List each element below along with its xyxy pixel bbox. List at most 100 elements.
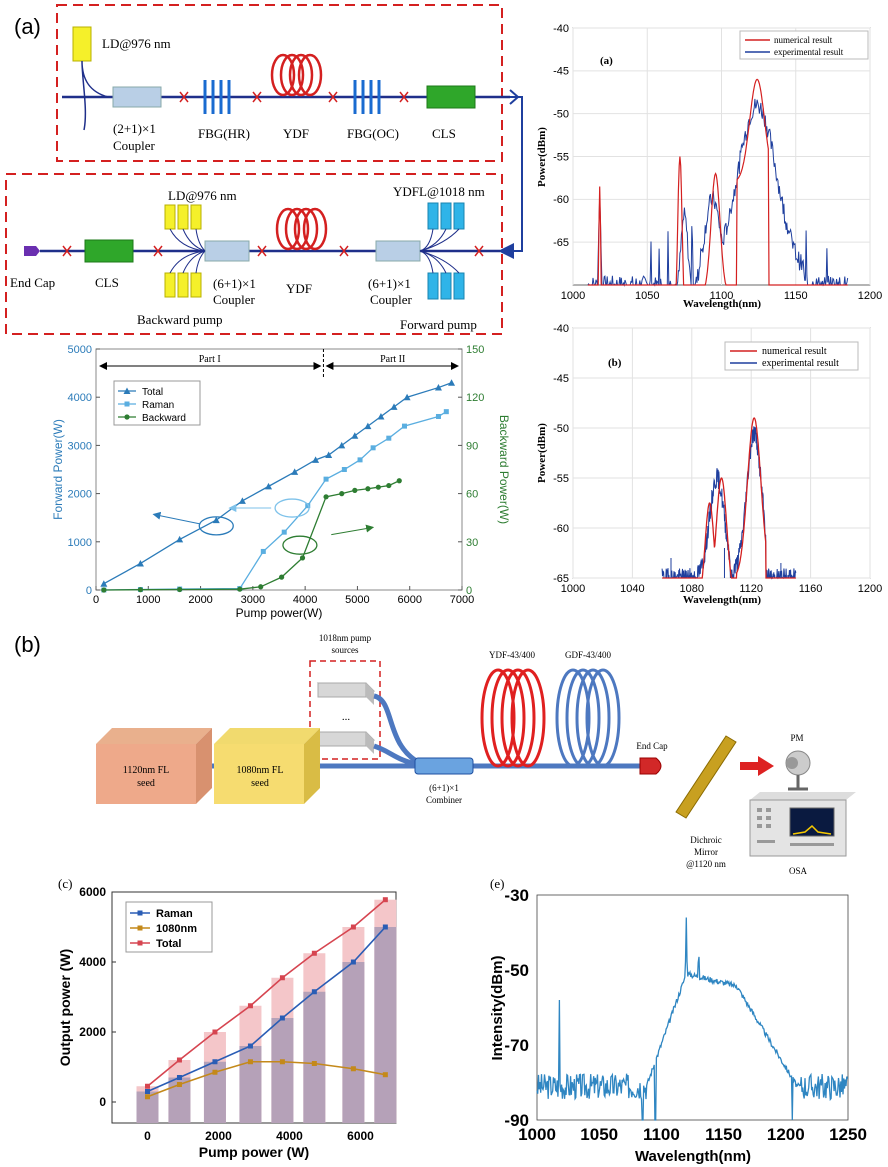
x-tick-label: 1000 bbox=[518, 1125, 556, 1144]
x-tick-label: 1150 bbox=[705, 1125, 742, 1144]
x-tick-label: 1100 bbox=[643, 1125, 680, 1144]
legend-marker bbox=[137, 910, 143, 916]
y-tick-label: 2000 bbox=[79, 1025, 106, 1039]
y-tick-label: -65 bbox=[553, 237, 569, 249]
x-tick-label: 1050 bbox=[580, 1125, 618, 1144]
x-tick-label: 1000 bbox=[136, 594, 160, 606]
data-point bbox=[212, 1069, 218, 1075]
data-point bbox=[145, 1083, 150, 1089]
gdf-b-label: GDF-43/400 bbox=[565, 650, 612, 660]
data-point bbox=[279, 1015, 285, 1021]
y-tick-label: -70 bbox=[504, 1036, 529, 1055]
ydf-b-label: YDF-43/400 bbox=[489, 650, 536, 660]
data-point bbox=[279, 975, 285, 981]
y-tick-label: -45 bbox=[553, 66, 569, 78]
series-line-experimental bbox=[587, 98, 849, 287]
power-chart: 0 1000 2000 3000 4000 5000 6000 700001000200030… bbox=[51, 344, 511, 620]
data-point-backward bbox=[299, 555, 306, 561]
x-tick-label: 1200 bbox=[858, 583, 882, 595]
pump-sources-frame bbox=[309, 660, 381, 760]
forward-pump-fibers bbox=[419, 228, 460, 274]
data-point-backward bbox=[258, 584, 264, 590]
ydf-coil-top bbox=[270, 53, 323, 97]
data-point-total bbox=[176, 535, 184, 543]
raman-bar bbox=[136, 1091, 159, 1123]
end-cap-a-label: End Cap bbox=[10, 275, 55, 290]
y-tick-label: -90 bbox=[504, 1111, 529, 1130]
total-pointer bbox=[152, 511, 201, 525]
raman-bar bbox=[374, 927, 397, 1123]
data-point bbox=[311, 1061, 317, 1066]
data-point-raman bbox=[341, 467, 347, 472]
series-line-2 bbox=[146, 899, 386, 1087]
x-tick-label: 3000 bbox=[241, 594, 265, 606]
combiner-line2: Combiner bbox=[426, 795, 462, 805]
data-point-backward bbox=[177, 586, 183, 593]
backward-ellipse bbox=[282, 535, 318, 555]
spectrum-a-chart: 1000 1050 1100 1150 1200 -40 -45 -50 -55 -60 -65 Wa… bbox=[536, 23, 882, 310]
data-point-total bbox=[390, 403, 398, 410]
chart-title: (a) bbox=[600, 55, 613, 67]
y-tick-label: 2000 bbox=[68, 489, 92, 501]
y-tick-label: -40 bbox=[553, 23, 569, 35]
x-axis-label: Wavelength(nm) bbox=[683, 594, 762, 606]
data-point-backward bbox=[365, 486, 371, 492]
data-point bbox=[176, 1082, 182, 1087]
data-point-raman bbox=[323, 476, 329, 482]
connection-arrow bbox=[498, 96, 523, 259]
y-tick-label: 5000 bbox=[68, 344, 92, 356]
power-meter bbox=[785, 750, 811, 791]
fbg-hr-label: FBG(HR) bbox=[198, 126, 250, 141]
series-line-numerical bbox=[587, 78, 848, 286]
beam-arrow bbox=[740, 756, 774, 776]
ydf-coil-b bbox=[480, 668, 546, 768]
osa-instrument bbox=[749, 792, 856, 857]
data-point bbox=[350, 924, 356, 930]
data-point-total bbox=[100, 580, 108, 587]
fbg-oc bbox=[353, 80, 381, 114]
y-tick-label: -30 bbox=[504, 886, 529, 905]
y-axis-label: Power(dBm) bbox=[536, 127, 548, 187]
data-point-raman bbox=[386, 435, 392, 441]
seed-1120-line1: 1120nm FL bbox=[123, 765, 170, 776]
raman-bar bbox=[271, 1018, 294, 1123]
data-point bbox=[247, 1043, 253, 1049]
coupler-back bbox=[204, 240, 250, 262]
x-tick-label: 6000 bbox=[397, 594, 421, 606]
panel-label-b: (b) bbox=[14, 632, 41, 657]
data-point bbox=[212, 1059, 218, 1065]
pump-sources-line1: 1018nm pump bbox=[319, 633, 372, 643]
data-point bbox=[350, 1066, 356, 1072]
spectrum-e-chart: 1000 1050 1100 1150 1200 1250 -30 -50 -70 -90 Wave… bbox=[489, 886, 867, 1165]
legend-marker bbox=[124, 401, 130, 407]
data-point bbox=[311, 989, 317, 995]
dichroic-line1: Dichroic bbox=[690, 835, 722, 845]
x-tick-label: 2000 bbox=[188, 594, 212, 606]
y-tick-label: 6000 bbox=[79, 885, 106, 899]
series-line-raman bbox=[103, 411, 447, 591]
pump-dots: ... bbox=[342, 711, 351, 723]
y-axis-label: Forward Power(W) bbox=[51, 419, 65, 520]
x-tick-label: 1100 bbox=[710, 290, 734, 302]
chart-title: (b) bbox=[608, 357, 622, 369]
series-line-numerical bbox=[662, 417, 796, 579]
y-axis-label: Intensity(dBm) bbox=[489, 955, 506, 1060]
data-point bbox=[247, 1059, 253, 1065]
x-tick-label: 1000 bbox=[561, 290, 585, 302]
ld-pigtail bbox=[81, 60, 109, 131]
plot-frame bbox=[536, 894, 849, 1121]
x-tick-label: 1150 bbox=[784, 290, 808, 302]
data-point-total bbox=[434, 384, 442, 391]
y-tick-label: 1000 bbox=[68, 537, 92, 549]
plot-frame bbox=[95, 348, 463, 591]
coupler-back-line2: Coupler bbox=[213, 292, 256, 307]
data-point-backward bbox=[237, 586, 243, 592]
series-line-spectrum bbox=[536, 917, 849, 1121]
data-point-total bbox=[338, 441, 346, 449]
raman-bar bbox=[342, 962, 365, 1123]
legend-marker bbox=[124, 414, 130, 420]
gdf-coil-b bbox=[555, 668, 621, 768]
data-point bbox=[247, 1003, 253, 1009]
spectrum-b-chart: 1000 1040 1080 1120 1160 1200 -40 -45 -50 -55 -60 -… bbox=[536, 323, 882, 606]
data-point bbox=[145, 1094, 150, 1100]
